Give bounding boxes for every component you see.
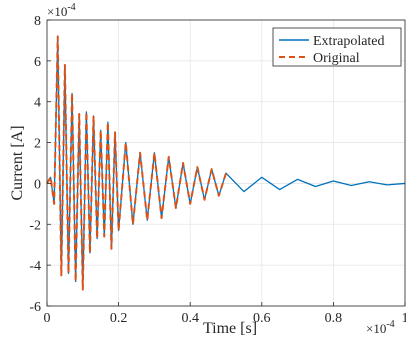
series-line-original xyxy=(46,35,227,291)
x-tick-label: 0.8 xyxy=(325,311,343,326)
y-exponent: ×10-4 xyxy=(47,2,76,19)
y-tick-label: 2 xyxy=(34,137,41,152)
ticks: 0 0.2 0.4 0.6 0.8 1 -6 -4 -2 0 2 4 6 8 xyxy=(29,14,406,326)
y-tick-label: 8 xyxy=(34,14,41,29)
x-exponent: ×10-4 xyxy=(366,319,395,336)
y-tick-label: -6 xyxy=(29,300,41,315)
x-tick-label: 0.4 xyxy=(181,311,199,326)
y-axis-label: Current [A] xyxy=(9,125,26,200)
x-tick-label: 0.2 xyxy=(110,311,128,326)
plot-frame xyxy=(46,19,406,307)
legend-label-extrapolated: Extrapolated xyxy=(313,34,385,49)
y-tick-label: 6 xyxy=(34,55,41,70)
y-tick-label: -2 xyxy=(29,218,41,233)
y-tick-label: 4 xyxy=(34,96,41,111)
legend-box xyxy=(272,27,402,67)
legend: Extrapolated Original xyxy=(272,27,402,67)
y-tick-label: -4 xyxy=(29,259,41,274)
x-axis-label: Time [s] xyxy=(203,320,257,337)
series-layer xyxy=(46,35,406,291)
x-tick-label: 0.6 xyxy=(253,311,271,326)
x-tick-label: 1 xyxy=(402,311,406,326)
y-tick-label: 0 xyxy=(34,177,41,192)
legend-label-original: Original xyxy=(313,51,360,66)
x-tick-label: 0 xyxy=(44,311,51,326)
